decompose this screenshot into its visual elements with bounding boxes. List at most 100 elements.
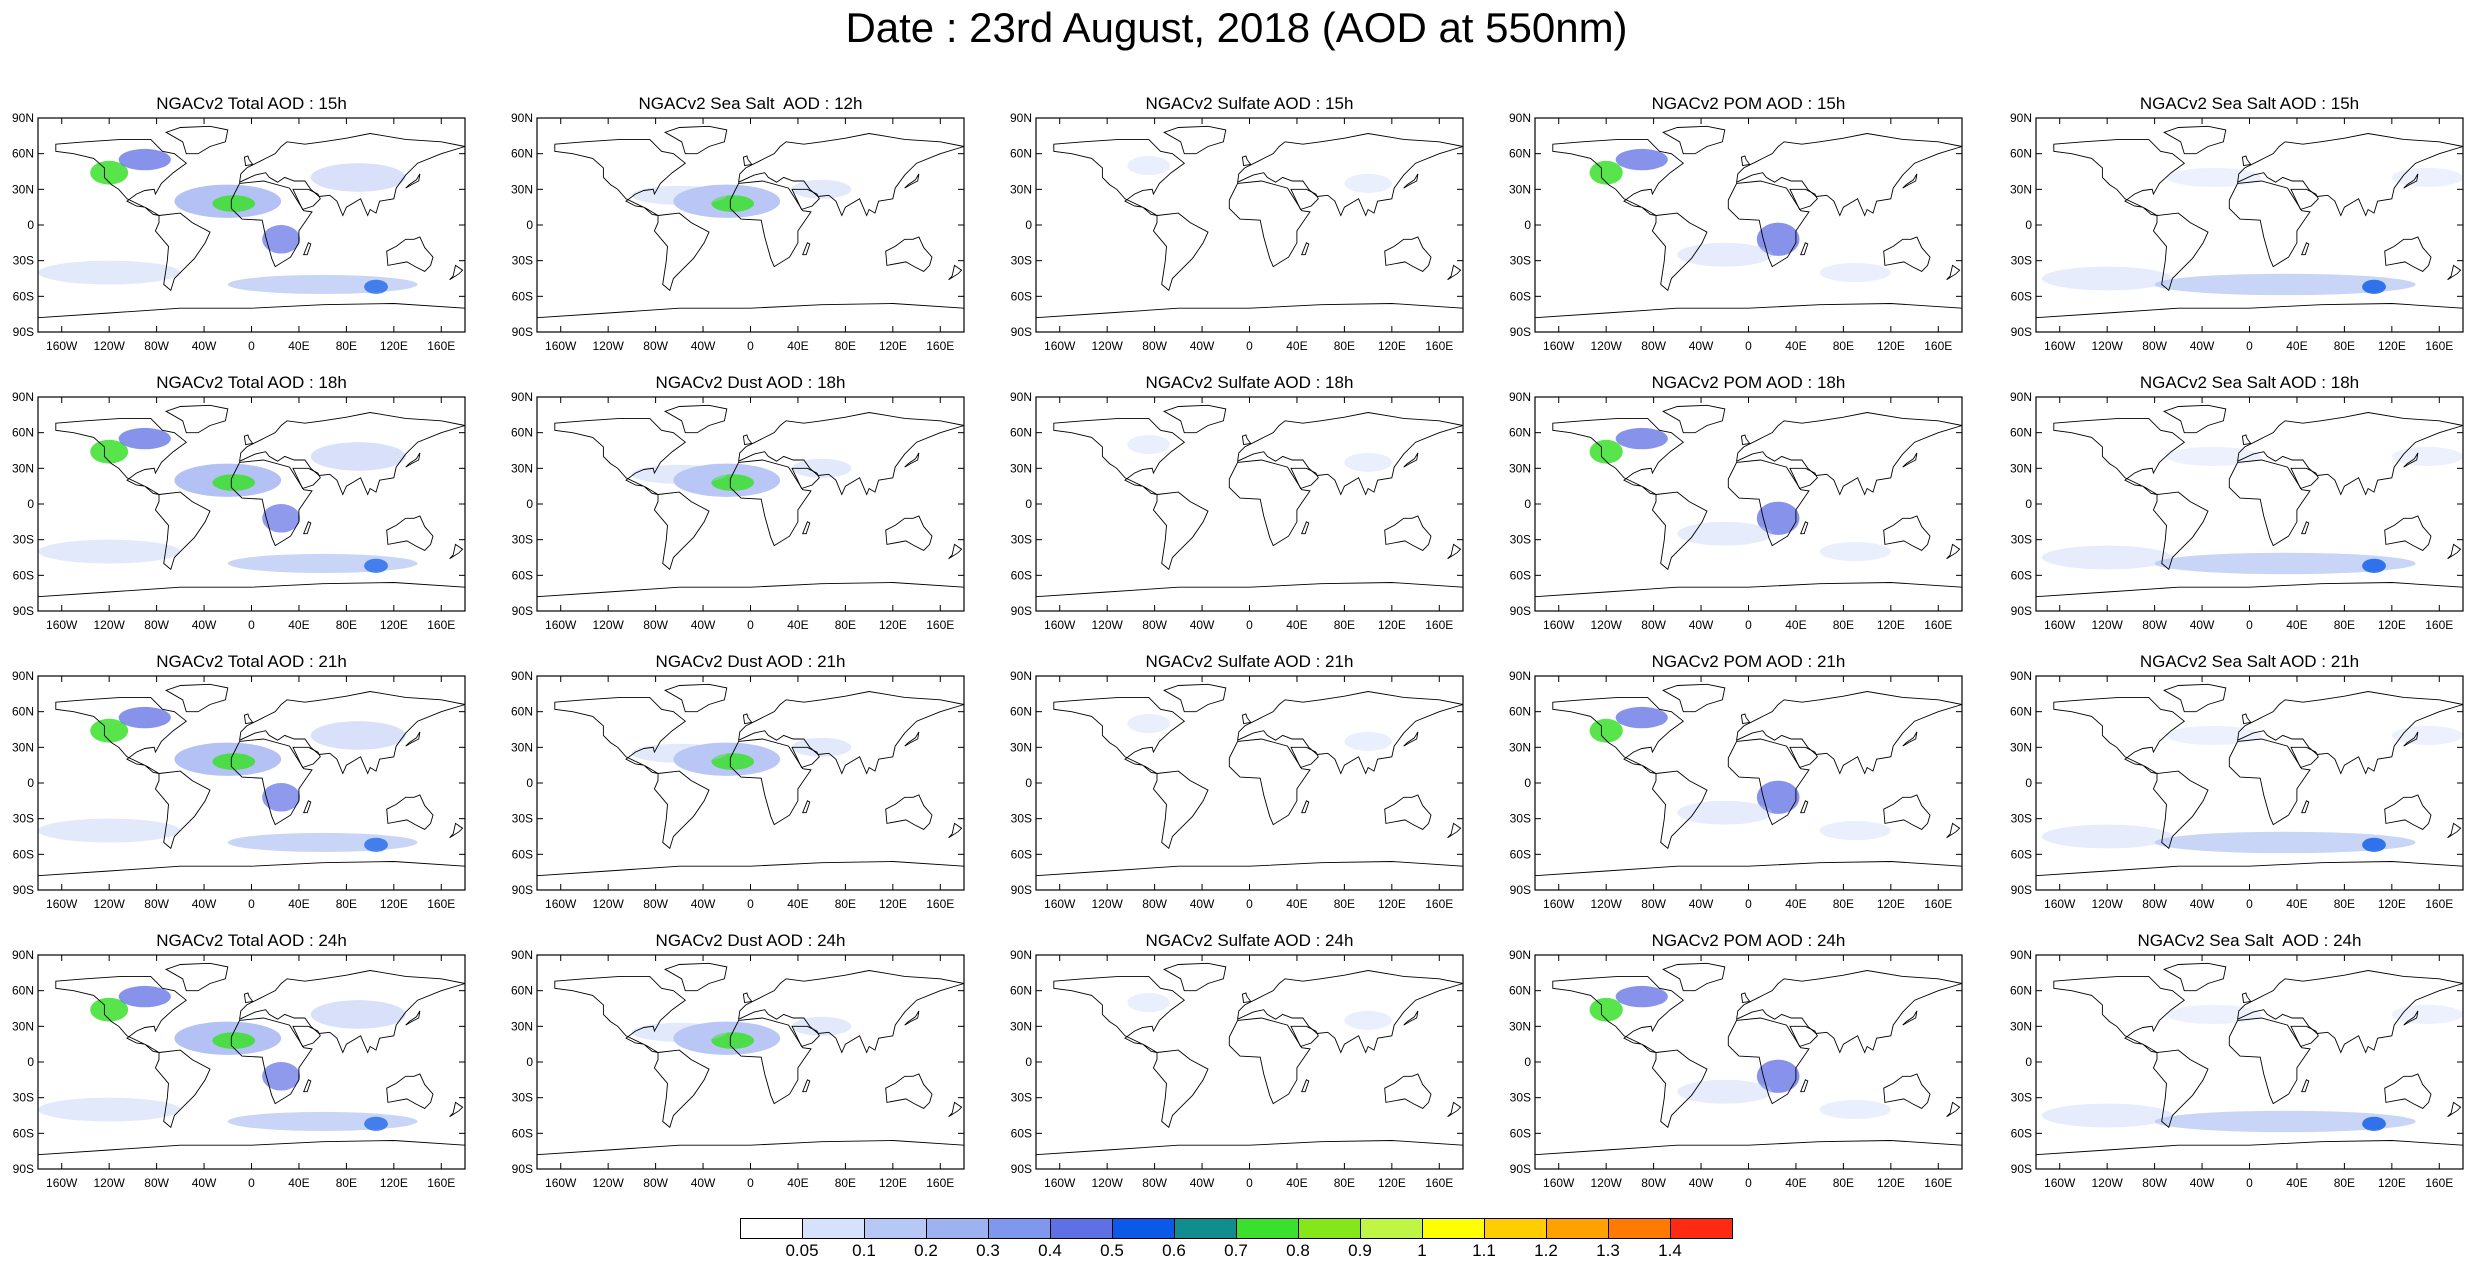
colorbar-label: 0.2 xyxy=(914,1241,938,1260)
aod-field xyxy=(1677,800,1773,825)
coastline-na xyxy=(554,975,687,1053)
colorbar-swatch xyxy=(802,1218,865,1239)
aod-field xyxy=(2041,266,2173,291)
coastline-au xyxy=(1384,236,1432,272)
map-background xyxy=(1535,676,1962,890)
lon-label: 40W xyxy=(1190,897,1215,911)
lon-label: 120E xyxy=(380,897,408,911)
aod-field xyxy=(212,474,256,491)
lat-label: 0 xyxy=(1524,1055,1531,1069)
coastline-af xyxy=(1228,459,1311,547)
lon-label: 160W xyxy=(2044,1176,2076,1190)
colorbar-label: 0.4 xyxy=(1038,1241,1062,1260)
lat-label: 0 xyxy=(2025,776,2032,790)
lat-label: 0 xyxy=(1025,1055,1032,1069)
lat-label: 90S xyxy=(1011,883,1032,897)
lon-label: 80W xyxy=(144,1176,169,1190)
lon-label: 120W xyxy=(1590,897,1622,911)
lon-label: 80W xyxy=(1641,897,1666,911)
coastline-an xyxy=(536,861,965,877)
aod-field xyxy=(1819,821,1891,841)
coastline-mg xyxy=(802,800,811,814)
map-panel: NGACv2 Total AOD : 21h 90N 60N 30N 0 30S 60S 90… xyxy=(0,652,475,916)
lat-label: 90N xyxy=(2010,111,2032,125)
lon-label: 80W xyxy=(1142,618,1167,632)
coastline-an xyxy=(536,582,965,598)
lon-label: 40W xyxy=(2190,897,2215,911)
map-panel: NGACv2 Sea Salt AOD : 15h 90N 60N 30N 0 30S 60… xyxy=(1998,94,2473,358)
aod-field xyxy=(310,163,406,192)
coastline-eu xyxy=(2237,133,2464,217)
lat-label: 60S xyxy=(1011,1126,1032,1140)
lat-label: 30S xyxy=(13,812,34,826)
panel-title: NGACv2 Sulfate AOD : 24h xyxy=(1145,931,1354,950)
coastline-eu xyxy=(1736,970,1963,1054)
map-plot: 90N 60N 30N 0 30S 60S 90S 160W 120W 80W 40W 0 40E 80E… xyxy=(511,390,965,632)
coastline-nz xyxy=(1946,543,1961,560)
map-background xyxy=(38,955,465,1169)
map-plot: 90N 60N 30N 0 30S 60S 90S 160W 120W 80W 40W 0 40E 80E… xyxy=(12,111,466,353)
aod-field xyxy=(1344,173,1392,193)
coastline-mg xyxy=(1800,800,1809,814)
panel-title: NGACv2 Sea Salt AOD : 24h xyxy=(2137,931,2362,950)
colorbar-swatch xyxy=(1360,1218,1423,1239)
coastline-sa xyxy=(1651,212,1708,292)
map-background xyxy=(2036,955,2463,1169)
aod-field xyxy=(364,558,388,573)
lon-label: 40W xyxy=(192,339,217,353)
aod-field xyxy=(1589,997,1623,1022)
coastline-ar xyxy=(791,467,820,490)
aod-field xyxy=(2362,558,2386,573)
coastline-eu xyxy=(738,691,965,775)
coastline-uk xyxy=(742,992,753,1004)
aod-field xyxy=(711,753,755,770)
coastline-af xyxy=(230,1017,313,1105)
aod-field xyxy=(631,1022,727,1042)
lon-label: 40W xyxy=(691,1176,716,1190)
map-plot: 90N 60N 30N 0 30S 60S 90S 160W 120W 80W 40W 0 40E 80E… xyxy=(511,111,965,353)
lon-label: 120E xyxy=(2378,897,2406,911)
lon-label: 120W xyxy=(1590,1176,1622,1190)
lat-label: 30S xyxy=(13,254,34,268)
aod-field xyxy=(1677,521,1773,546)
panel-title: NGACv2 Sea Salt AOD : 15h xyxy=(2139,94,2360,113)
lon-label: 120E xyxy=(1378,339,1406,353)
coastline-jp xyxy=(405,1010,421,1026)
coastline-au xyxy=(1384,515,1432,551)
lat-label: 90N xyxy=(2010,669,2032,683)
lon-label: 40E xyxy=(787,1176,808,1190)
lat-label: 30S xyxy=(512,1091,533,1105)
coastline-eu xyxy=(2237,691,2464,775)
lon-label: 120E xyxy=(380,339,408,353)
lon-label: 40E xyxy=(1785,1176,1806,1190)
lat-label: 60S xyxy=(13,568,34,582)
coastline-nz xyxy=(1946,264,1961,281)
colorbar-swatch xyxy=(1236,1218,1299,1239)
lon-label: 80E xyxy=(1334,339,1355,353)
lon-label: 120W xyxy=(93,1176,125,1190)
lon-label: 80W xyxy=(643,897,668,911)
aod-field xyxy=(1127,435,1171,455)
lon-label: 40E xyxy=(2286,1176,2307,1190)
aod-field xyxy=(38,539,181,564)
lon-label: 40E xyxy=(2286,897,2307,911)
aod-field xyxy=(2391,446,2463,466)
aod-field xyxy=(227,1111,418,1131)
coastline-na xyxy=(1053,975,1186,1053)
lon-label: 160W xyxy=(1543,897,1575,911)
map-plot: 90N 60N 30N 0 30S 60S 90S 160W 120W 80W 40W 0 40E 80E… xyxy=(12,669,466,911)
coastline-af xyxy=(729,738,812,826)
lat-label: 60S xyxy=(2011,1126,2032,1140)
lon-label: 40E xyxy=(1785,339,1806,353)
coastline-ar xyxy=(1789,1025,1818,1048)
lon-label: 40E xyxy=(1286,618,1307,632)
lon-label: 0 xyxy=(1745,897,1752,911)
lat-label: 60S xyxy=(2011,847,2032,861)
lat-label: 0 xyxy=(27,218,34,232)
coastline-an xyxy=(1534,582,1963,598)
aod-field xyxy=(2154,552,2416,575)
colorbar-swatch xyxy=(926,1218,989,1239)
coastline-sa xyxy=(2152,491,2209,571)
coastline-au xyxy=(2384,794,2432,830)
lat-label: 30N xyxy=(511,182,533,196)
